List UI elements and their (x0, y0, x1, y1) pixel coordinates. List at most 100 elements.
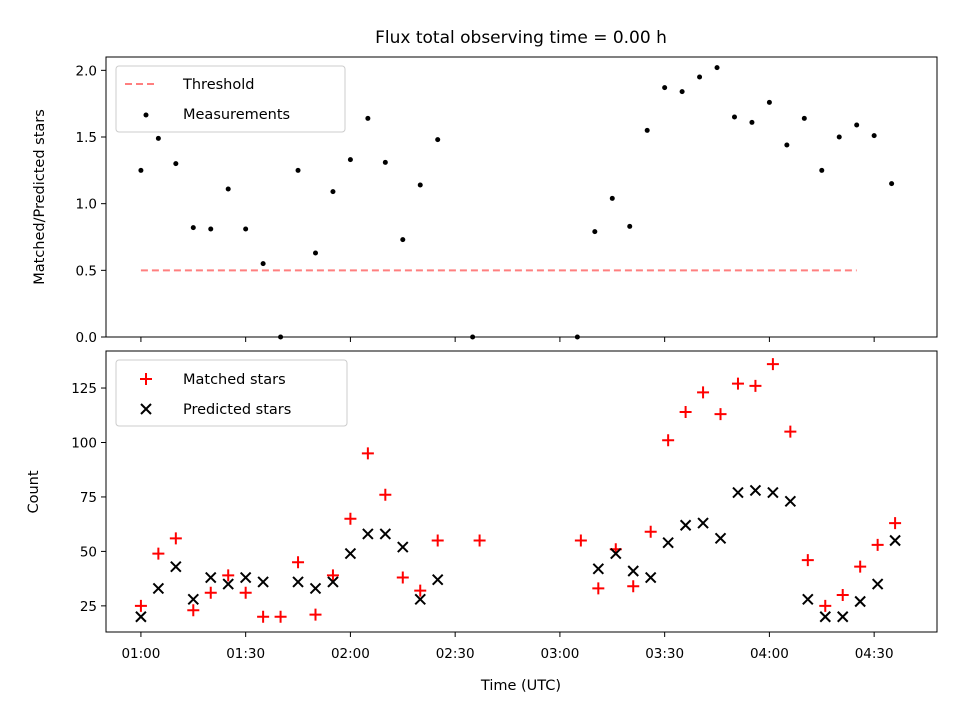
predicted-star-point (819, 611, 831, 623)
measurement-point (784, 142, 790, 148)
predicted-star-point (292, 576, 304, 588)
matched-star-point (379, 488, 392, 501)
measurement-point (766, 99, 772, 105)
matched-star-point (697, 386, 710, 399)
top-x-ticks (140, 337, 875, 342)
matched-star-point (627, 580, 640, 593)
measurement-point (312, 250, 318, 256)
predicted-star-point (431, 574, 444, 586)
top-legend-box (115, 65, 346, 133)
predicted-star-point (662, 536, 674, 549)
matched-star-point (152, 547, 165, 560)
matched-star-point (714, 408, 727, 421)
predicted-star-point (784, 495, 797, 508)
measurement-point (714, 65, 720, 71)
predicted-star-point (362, 528, 374, 540)
x-tick-label: 03:00 (540, 646, 579, 662)
top-y-tick-label: 0.5 (76, 263, 97, 279)
measurement-point (155, 135, 161, 141)
predicted-star-point (327, 576, 339, 588)
matched-star-point (889, 517, 902, 530)
predicted-star-point (257, 576, 269, 588)
predicted-star-point (767, 486, 779, 499)
measurement-point (417, 182, 423, 188)
predicted-star-point (802, 593, 814, 606)
predicted-star-point (205, 571, 217, 584)
measurement-point (382, 159, 388, 165)
bottom-legend-box (115, 359, 348, 427)
matched-star-point (204, 586, 217, 599)
chart-title: Flux total observing time = 0.00 h (375, 28, 667, 48)
predicted-star-point (152, 582, 165, 595)
predicted-star-point (592, 563, 605, 575)
predicted-star-point (222, 578, 234, 590)
matched-star-point (361, 447, 374, 460)
predicted-star-point (135, 611, 147, 623)
predicted-star-point (397, 541, 409, 553)
x-tick-label: 01:00 (121, 646, 160, 662)
legend-predicted-swatch (140, 403, 152, 415)
measurement-point (697, 74, 703, 80)
matched-star-point (836, 588, 849, 601)
measurement-point (627, 223, 633, 229)
measurement-point (644, 127, 650, 133)
x-tick-label: 02:00 (331, 646, 370, 662)
matched-star-point (801, 554, 814, 567)
top-y-tick-label: 1.5 (76, 130, 97, 146)
top-legend: Threshold Measurements (115, 65, 346, 133)
predicted-star-point (344, 547, 357, 560)
measurement-point (365, 115, 371, 121)
top-y-tick-label: 0.0 (76, 330, 97, 346)
measurement-point (278, 334, 284, 340)
predicted-star-point (889, 534, 901, 547)
legend-threshold-label: Threshold (182, 77, 254, 93)
measurement-point (208, 226, 214, 232)
matched-star-point (731, 377, 744, 390)
matched-star-point (766, 358, 779, 371)
matched-star-point (169, 532, 182, 545)
predicted-star-point (697, 517, 709, 529)
measurement-point (609, 195, 615, 201)
measurement-point (871, 133, 877, 139)
legend-predicted-label: Predicted stars (183, 402, 291, 418)
measurement-point (470, 334, 476, 340)
measurement-point (295, 167, 301, 173)
predicted-star-point (644, 571, 657, 584)
matched-star-point (473, 534, 486, 547)
predicted-star-point (679, 519, 692, 531)
measurement-point (854, 122, 860, 128)
matched-star-point (431, 534, 444, 547)
predicted-star-point (187, 593, 199, 606)
predicted-star-point (309, 582, 322, 595)
measurement-point (679, 89, 685, 95)
matched-star-point (592, 582, 605, 595)
bottom-y-tick-label: 50 (80, 544, 97, 560)
bottom-y-tick-label: 25 (80, 599, 97, 615)
matched-star-point (239, 586, 252, 599)
top-y-axis: 0.0 0.5 1.0 1.5 2.0 (76, 63, 106, 346)
measurement-point (889, 181, 895, 187)
measurement-point (225, 186, 231, 192)
measurement-point (592, 229, 598, 235)
matched-star-point (749, 379, 762, 392)
predicted-star-point (714, 532, 727, 545)
top-plot-frame (105, 56, 938, 338)
bottom-y-tick-label: 125 (71, 381, 97, 397)
predicted-star-point (871, 578, 884, 590)
bottom-y-axis: 25 50 75 100 125 (71, 381, 106, 615)
legend-matched-label: Matched stars (183, 372, 286, 388)
matched-star-point (344, 512, 357, 525)
predicted-star-point (837, 611, 849, 623)
matched-star-point (662, 434, 675, 447)
x-tick-label: 01:30 (226, 646, 265, 662)
predicted-star-point (749, 484, 762, 497)
x-tick-label: 03:30 (645, 646, 684, 662)
top-y-axis-label: Matched/Predicted stars (32, 109, 48, 285)
predicted-star-point (854, 595, 866, 608)
matched-star-point (396, 571, 409, 584)
matched-star-point (187, 604, 200, 617)
measurement-point (190, 225, 196, 231)
top-y-tick-label: 1.0 (76, 197, 97, 213)
x-tick-label: 04:00 (750, 646, 789, 662)
